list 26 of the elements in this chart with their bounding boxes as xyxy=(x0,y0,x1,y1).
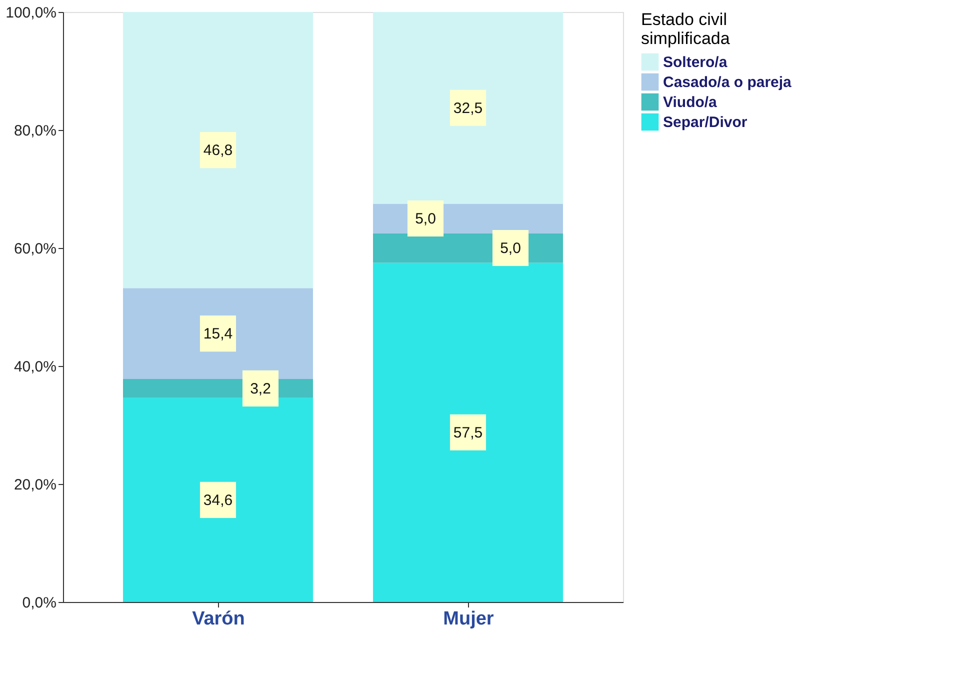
data-label: 15,4 xyxy=(203,326,233,343)
x-tick-label: Mujer xyxy=(443,608,494,630)
legend-label: Viudo/a xyxy=(663,94,718,111)
data-label: 46,8 xyxy=(203,142,233,160)
bar xyxy=(123,12,313,288)
bar xyxy=(373,262,563,602)
data-label: 32,5 xyxy=(453,100,483,117)
legend-label: Soltero/a xyxy=(663,54,728,71)
y-tick-label: 0,0% xyxy=(22,594,56,612)
bar xyxy=(123,288,313,379)
bar xyxy=(123,398,313,602)
y-tick-label: 40,0% xyxy=(14,358,56,376)
x-tick-label: Varón xyxy=(192,608,245,630)
y-tick-label: 60,0% xyxy=(14,240,56,258)
data-label: 5,0 xyxy=(500,240,521,257)
legend-label: Separ/Divor xyxy=(663,114,748,131)
data-label: 3,2 xyxy=(250,380,271,398)
bar xyxy=(373,12,563,204)
y-tick-label: 80,0% xyxy=(14,122,56,140)
legend-label: Casado/a o pareja xyxy=(663,74,792,91)
y-tick-label: 100,0% xyxy=(6,4,56,22)
data-label: 34,6 xyxy=(203,492,233,509)
y-tick-label: 20,0% xyxy=(14,476,56,494)
data-label: 57,5 xyxy=(453,424,483,442)
data-label: 5,0 xyxy=(415,210,436,228)
legend-title: Estado civil simplificada xyxy=(641,10,730,48)
